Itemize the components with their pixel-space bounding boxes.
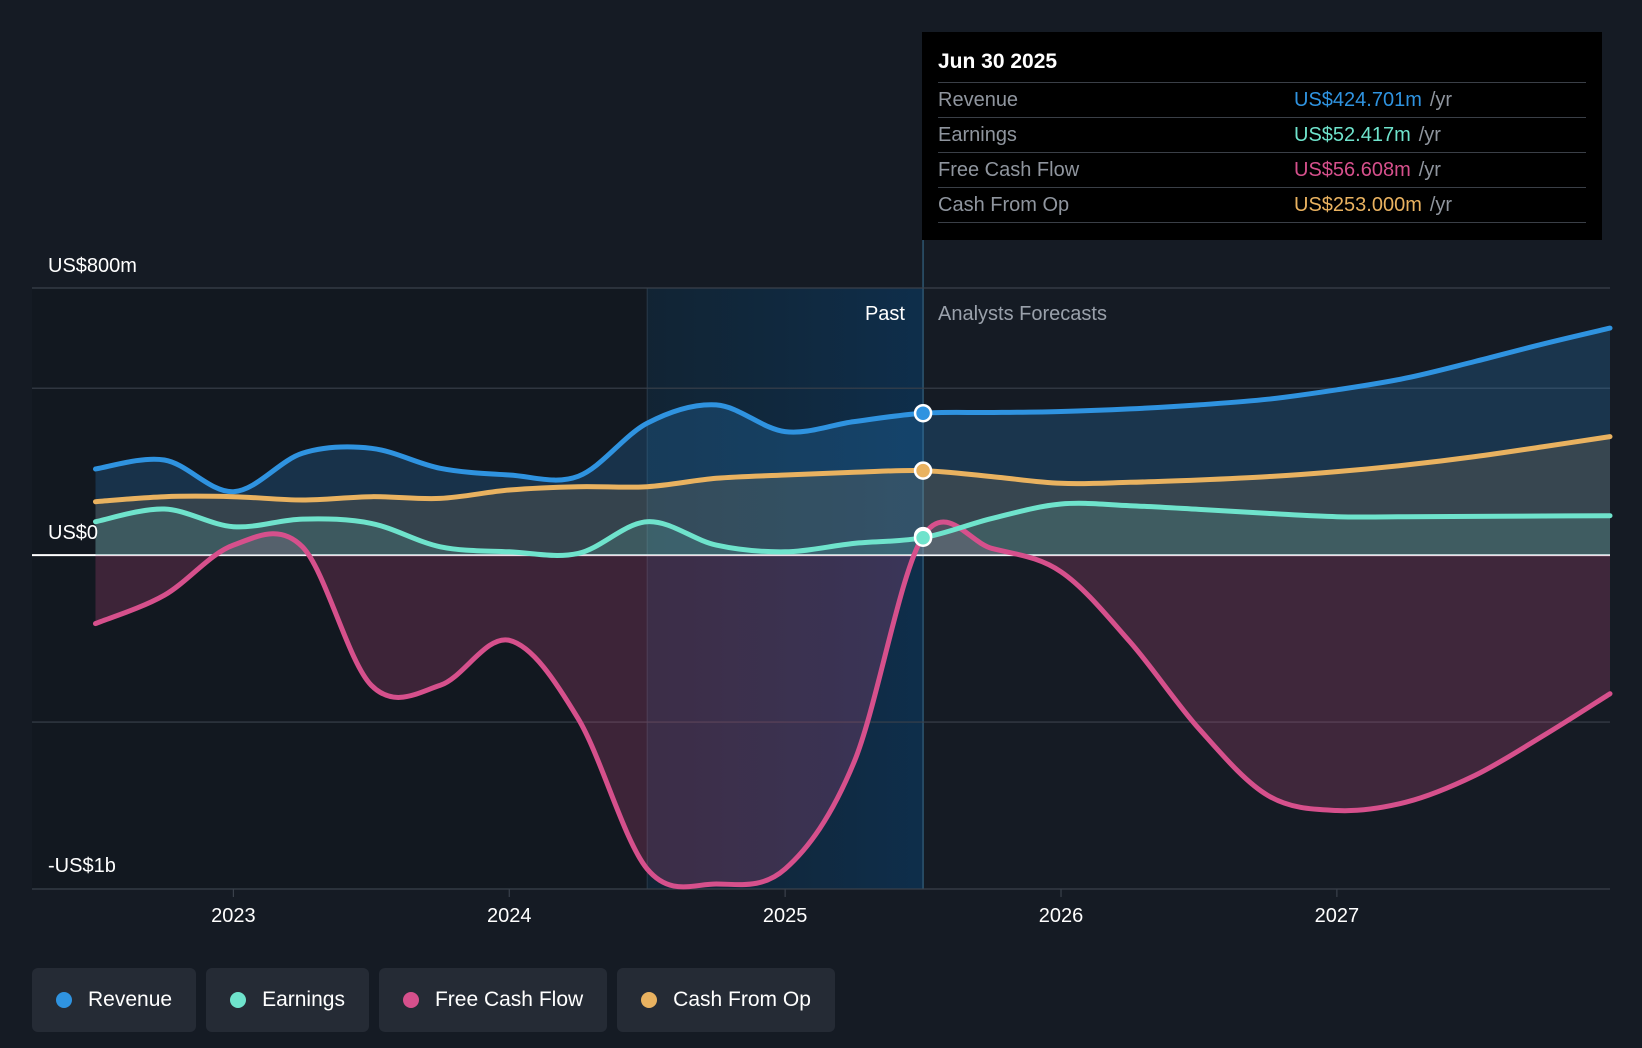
revenue-dot-icon xyxy=(56,992,72,1008)
cash-from-op-area xyxy=(95,436,1610,556)
cash-from-op-dot-icon xyxy=(641,992,658,1008)
tooltip-name: Free Cash Flow xyxy=(938,159,1080,181)
tooltip-name: Cash From Op xyxy=(938,194,1070,216)
cash-from-op-marker xyxy=(913,461,933,480)
legend-item-revenue[interactable]: Revenue xyxy=(32,968,197,1032)
tooltip-row-revenue: Revenue US$424.701m /yr xyxy=(938,83,1586,118)
tooltip-row-earnings: Earnings US$52.417m /yr xyxy=(938,118,1586,153)
tooltip-unit: /yr xyxy=(1429,89,1453,111)
x-tick-label: 2025 xyxy=(763,905,808,927)
x-tick-label: 2024 xyxy=(487,905,532,927)
past-label: Past xyxy=(865,303,905,325)
y-axis-label-top: US$800m xyxy=(48,255,137,277)
x-tick-label: 2027 xyxy=(1315,905,1360,927)
legend: Revenue Earnings Free Cash Flow Cash Fro… xyxy=(32,968,835,1032)
tooltip: Jun 30 2025 Revenue US$424.701m /yr Earn… xyxy=(922,32,1602,240)
legend-label: Cash From Op xyxy=(673,988,811,1011)
tooltip-name: Revenue xyxy=(938,89,1019,111)
tooltip-row-cash-from-op: Cash From Op US$253.000m /yr xyxy=(938,188,1586,223)
free-cash-flow-area xyxy=(95,521,1610,887)
tooltip-value: US$424.701m xyxy=(1294,89,1422,111)
free-cash-flow-line xyxy=(93,519,1613,890)
legend-label: Earnings xyxy=(262,988,345,1011)
legend-item-earnings[interactable]: Earnings xyxy=(206,968,369,1032)
free-cash-flow-dot-icon xyxy=(402,992,419,1008)
revenue-line xyxy=(93,325,1613,495)
legend-item-free-cash-flow[interactable]: Free Cash Flow xyxy=(378,968,608,1032)
earnings-line xyxy=(93,500,1613,558)
legend-item-cash-from-op[interactable]: Cash From Op xyxy=(617,968,835,1032)
revenue-marker xyxy=(913,403,933,423)
tooltip-name: Earnings xyxy=(938,124,1017,146)
earnings-area xyxy=(95,503,1610,556)
revenue-area xyxy=(95,328,1610,556)
tooltip-row-free-cash-flow: Free Cash Flow US$56.608m /yr xyxy=(938,153,1586,188)
earnings-marker xyxy=(913,528,933,547)
legend-label: Revenue xyxy=(88,988,173,1011)
tooltip-date: Jun 30 2025 xyxy=(938,46,1586,83)
y-axis-label-zero: US$0 xyxy=(48,522,98,544)
earnings-dot-icon xyxy=(230,992,247,1008)
x-tick-label: 2026 xyxy=(1039,905,1084,927)
tooltip-unit: /yr xyxy=(1418,159,1441,181)
forecast-label: Analysts Forecasts xyxy=(938,303,1107,325)
cash-from-op-line xyxy=(93,434,1613,505)
tooltip-value: US$253.000m xyxy=(1294,194,1422,216)
tooltip-unit: /yr xyxy=(1429,194,1453,216)
tooltip-value: US$56.608m xyxy=(1294,159,1411,181)
tooltip-unit: /yr xyxy=(1418,124,1441,146)
legend-label: Free Cash Flow xyxy=(434,988,584,1011)
x-tick-label: 2023 xyxy=(211,905,256,927)
tooltip-value: US$52.417m xyxy=(1294,124,1411,146)
y-axis-label-bottom: -US$1b xyxy=(48,855,116,877)
